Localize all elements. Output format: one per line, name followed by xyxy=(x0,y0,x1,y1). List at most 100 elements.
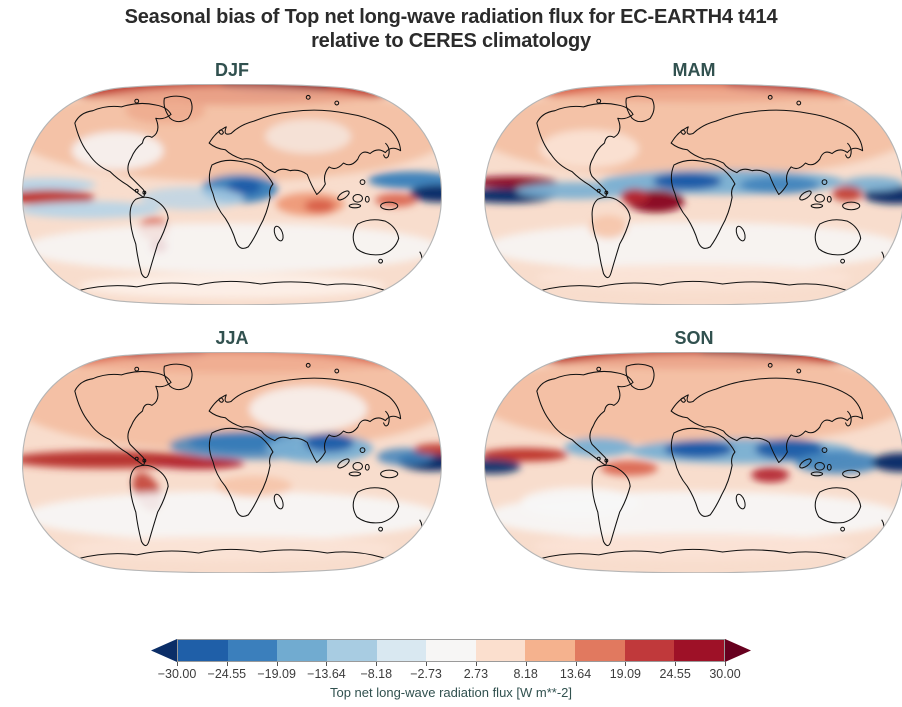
island xyxy=(799,458,812,469)
island xyxy=(826,463,832,471)
coastline xyxy=(591,196,631,279)
coastline xyxy=(77,548,387,560)
panel-title-djf: DJF xyxy=(214,60,249,80)
coastline xyxy=(536,370,634,466)
coastline xyxy=(814,219,862,256)
colorbar-segment xyxy=(525,640,576,661)
panel-title-mam: MAM xyxy=(672,60,716,80)
map-body xyxy=(484,84,902,305)
coastline xyxy=(74,370,172,466)
colorbar-tick xyxy=(525,662,527,666)
bias-blob xyxy=(486,222,902,272)
colorbar-tick xyxy=(226,662,228,666)
colorbar-bar xyxy=(151,639,751,666)
bias-blob xyxy=(152,457,245,470)
island xyxy=(799,190,812,201)
island xyxy=(364,463,370,471)
colorbar-tick-label: −13.64 xyxy=(307,667,346,681)
coastline xyxy=(539,548,849,560)
island xyxy=(814,193,826,203)
figure-title-line1: Seasonal bias of Top net long-wave radia… xyxy=(124,6,778,28)
coastline xyxy=(680,129,686,135)
island xyxy=(378,526,384,532)
bias-blob xyxy=(139,186,245,210)
panel-grid: DJF MAM JJA SON xyxy=(0,59,902,573)
island xyxy=(378,258,384,264)
bias-field xyxy=(484,352,902,560)
island xyxy=(840,258,846,264)
coastline xyxy=(129,464,169,547)
bias-field xyxy=(22,84,442,299)
island xyxy=(273,493,284,510)
island xyxy=(364,195,370,203)
colorbar-segments xyxy=(177,639,725,662)
bias-blob xyxy=(484,458,521,474)
panel-mam: MAM xyxy=(484,59,902,305)
panel-title-jja: JJA xyxy=(215,328,249,348)
island xyxy=(352,193,364,203)
bias-blob xyxy=(24,223,440,273)
island xyxy=(305,94,311,100)
bias-blob xyxy=(22,178,96,192)
island xyxy=(134,456,139,461)
bias-blob xyxy=(413,443,442,455)
map-body xyxy=(22,352,442,573)
island xyxy=(359,179,366,186)
map-frame xyxy=(22,84,442,305)
coastline xyxy=(218,397,224,403)
island xyxy=(826,195,832,203)
island xyxy=(596,188,601,193)
island xyxy=(842,201,861,211)
coastline xyxy=(352,219,400,256)
coastline xyxy=(670,159,736,249)
coastline xyxy=(382,410,390,427)
island xyxy=(596,456,601,461)
bias-blob xyxy=(484,353,902,446)
bias-blob xyxy=(794,451,883,474)
coastline xyxy=(625,95,655,123)
colorbar-tick xyxy=(376,662,378,666)
coastlines xyxy=(74,94,423,292)
island xyxy=(337,190,350,201)
colorbar-tick-label: 19.09 xyxy=(609,667,641,681)
bias-blob xyxy=(664,440,734,458)
robinson-map-mam xyxy=(484,84,902,305)
bias-blob xyxy=(739,176,820,194)
panel-djf: DJF xyxy=(22,59,442,305)
bias-blob xyxy=(832,185,863,202)
colorbar-segment xyxy=(624,640,675,661)
island xyxy=(735,493,746,510)
coastline xyxy=(74,102,172,198)
colorbar-tick-label: −24.55 xyxy=(207,667,247,681)
colorbar-extend-low-arrow xyxy=(151,639,177,662)
bias-field xyxy=(22,352,442,561)
island xyxy=(604,190,609,195)
island xyxy=(814,461,826,471)
colorbar-tick xyxy=(725,662,726,666)
bias-blob xyxy=(872,452,902,473)
coastline xyxy=(670,109,864,196)
bias-blob xyxy=(515,182,634,200)
coastline xyxy=(536,102,634,198)
island xyxy=(810,203,824,209)
colorbar-segment xyxy=(426,640,476,661)
colorbar-tick-label: 2.73 xyxy=(463,667,489,681)
figure-title-line2: relative to CERES climatology xyxy=(311,30,591,52)
map-frame xyxy=(22,352,442,573)
coastline xyxy=(670,427,736,517)
bias-blob xyxy=(368,171,442,189)
coastline xyxy=(382,142,390,159)
island xyxy=(134,98,140,104)
bias-blob xyxy=(410,184,442,203)
bias-blob xyxy=(539,129,639,168)
coastline xyxy=(680,397,686,403)
bias-blob xyxy=(215,475,293,497)
island xyxy=(134,366,140,372)
coastline xyxy=(539,280,849,292)
colorbar-label: Top net long-wave radiation flux [W m**-… xyxy=(329,685,573,700)
bias-blob xyxy=(70,535,394,561)
coastline xyxy=(218,129,224,135)
panel-jja: JJA xyxy=(22,327,442,573)
island xyxy=(337,458,350,469)
